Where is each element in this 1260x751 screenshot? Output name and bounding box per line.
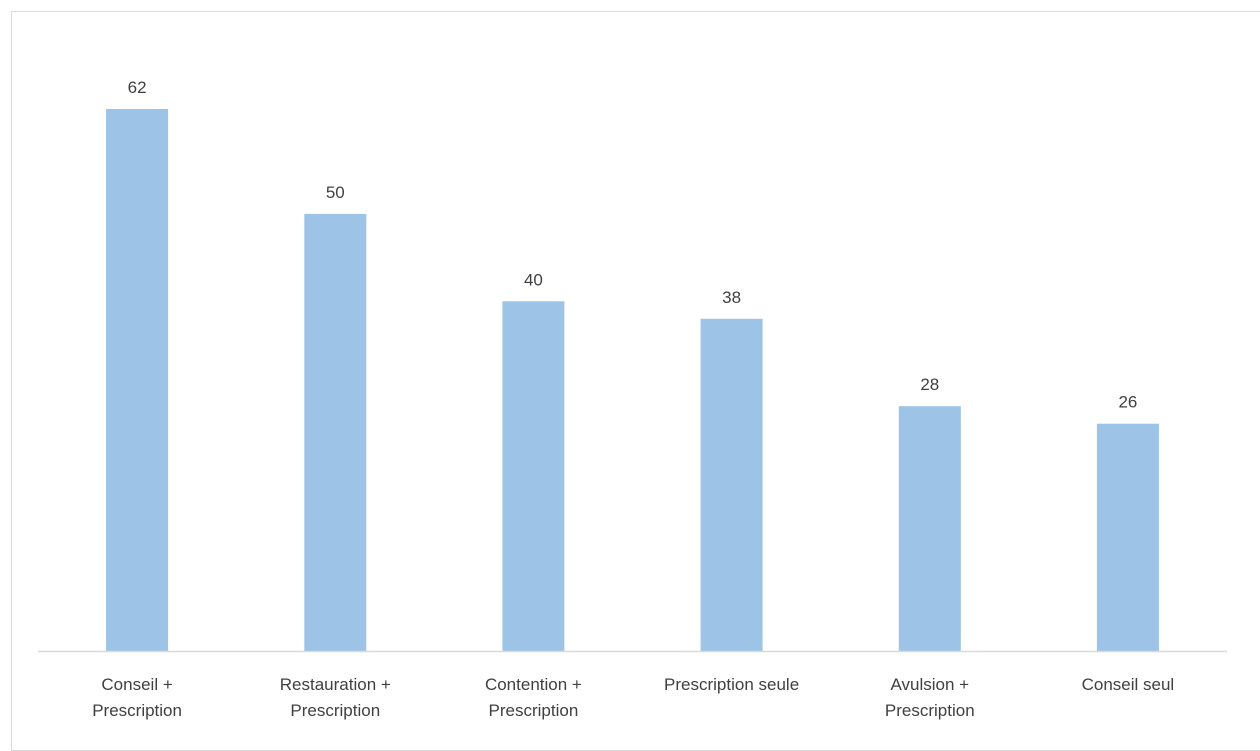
category-label-line: Contention + [485,675,582,694]
data-label-0: 62 [128,78,147,97]
category-labels-group: Conseil + Prescription Restauration + Presc… [92,675,1174,720]
bar-2 [502,301,565,651]
bar-1 [304,213,367,651]
bars-group [106,109,1159,651]
chart-frame [11,11,1260,751]
category-label-1: Restauration + Prescription [280,675,391,720]
value-labels-group: 62 50 40 38 28 26 [128,78,1138,412]
category-label-line: Prescription [885,701,975,720]
category-label-line: Prescription [92,701,182,720]
bar-3 [700,318,763,651]
category-label-line: Prescription [290,701,380,720]
data-label-4: 28 [920,375,939,394]
category-label-5: Conseil seul [1082,675,1175,694]
category-label-3: Prescription seule [664,675,799,694]
bar-5 [1096,423,1159,651]
data-label-3: 38 [722,288,741,307]
category-label-line: Avulsion + [890,675,969,694]
bar-4 [898,406,961,651]
category-label-4: Avulsion + Prescription [885,675,975,720]
category-label-line: Conseil seul [1082,675,1175,694]
data-label-5: 26 [1118,393,1137,412]
category-label-0: Conseil + Prescription [92,675,182,720]
data-label-2: 40 [524,270,543,289]
category-label-line: Restauration + [280,675,391,694]
category-label-2: Contention + Prescription [485,675,582,720]
data-label-1: 50 [326,183,345,202]
bar-0 [106,109,169,651]
category-label-line: Prescription [489,701,579,720]
category-label-line: Conseil + [101,675,172,694]
category-label-line: Prescription seule [664,675,799,694]
